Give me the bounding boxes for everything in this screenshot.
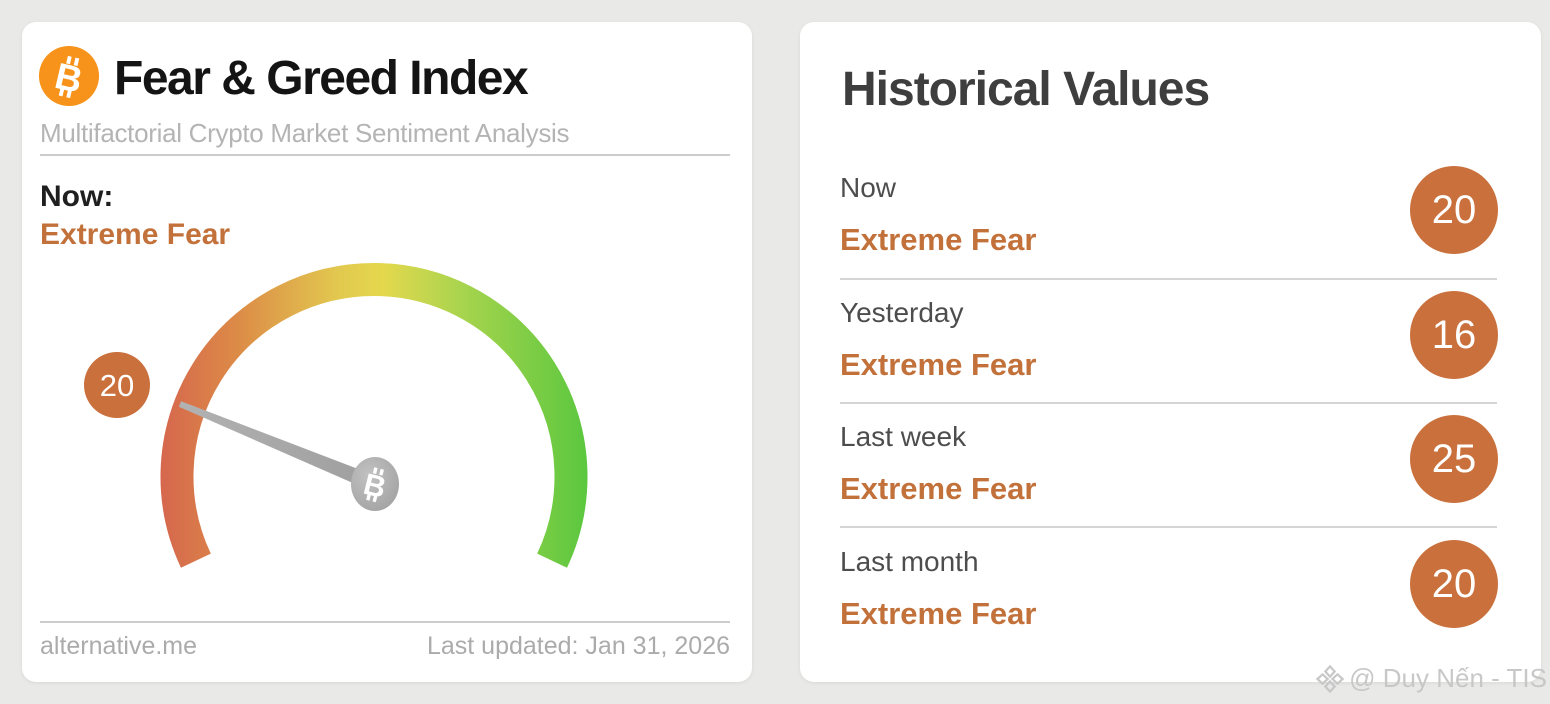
now-label: Now: xyxy=(40,180,114,213)
row-value-badge: 20 xyxy=(1410,166,1498,254)
source-link[interactable]: alternative.me xyxy=(40,632,198,660)
last-updated-text: Last updated: Jan 31, 2026 xyxy=(426,632,730,660)
four-diamond-logo-icon xyxy=(1316,664,1345,693)
divider xyxy=(840,402,1497,404)
row-label: Last week xyxy=(840,421,967,452)
fear-greed-gauge: 20 B xyxy=(84,263,588,568)
history-row-yesterday: Yesterday Extreme Fear 16 xyxy=(840,291,1501,417)
watermark: @ Duy Nến - TIS xyxy=(1316,663,1547,694)
divider xyxy=(840,278,1497,280)
row-label: Last month xyxy=(840,546,979,577)
fear-greed-card: B Fear & Greed Index Multifactorial Cryp… xyxy=(22,22,752,682)
row-status: Extreme Fear xyxy=(840,347,1037,382)
history-row-last-week: Last week Extreme Fear 25 xyxy=(840,415,1501,541)
row-status: Extreme Fear xyxy=(840,471,1037,506)
gauge-value-badge xyxy=(84,352,150,418)
gauge-needle xyxy=(178,401,378,492)
bitcoin-icon: B xyxy=(38,45,100,107)
history-row-last-month: Last month Extreme Fear 20 xyxy=(840,540,1501,666)
row-value-badge: 16 xyxy=(1410,291,1498,379)
history-row-now: Now Extreme Fear 20 xyxy=(840,166,1501,292)
row-label: Yesterday xyxy=(840,297,964,328)
row-status: Extreme Fear xyxy=(840,222,1037,257)
needle-hub-bitcoin-icon: B xyxy=(351,457,399,511)
historical-values-title: Historical Values xyxy=(842,63,1210,116)
page-subtitle: Multifactorial Crypto Market Sentiment A… xyxy=(40,118,570,148)
historical-values-card: Historical Values Now Extreme Fear 20 Ye… xyxy=(800,22,1541,682)
row-value-badge: 20 xyxy=(1410,540,1498,628)
divider xyxy=(40,621,730,623)
divider xyxy=(840,526,1497,528)
row-status: Extreme Fear xyxy=(840,596,1037,631)
row-label: Now xyxy=(840,172,897,203)
divider xyxy=(40,154,730,156)
gauge-arc xyxy=(160,263,588,568)
row-value-badge: 25 xyxy=(1410,415,1498,503)
page-title: Fear & Greed Index xyxy=(114,52,529,105)
now-status: Extreme Fear xyxy=(40,218,231,251)
watermark-text: @ Duy Nến - TIS xyxy=(1349,663,1547,693)
gauge-value: 20 xyxy=(100,368,134,403)
